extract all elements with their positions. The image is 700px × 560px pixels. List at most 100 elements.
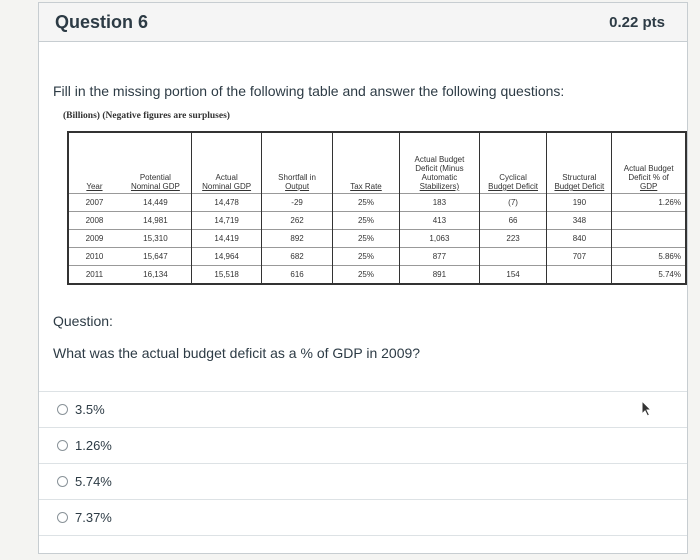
table-row: 2009 15,310 14,419 892 25% 1,063 223 840	[68, 229, 686, 248]
answer-option[interactable]: 3.5%	[39, 391, 687, 427]
table-cell: 262	[261, 211, 333, 230]
table-cell: 682	[261, 247, 333, 266]
table-cell: 183	[399, 193, 480, 212]
table-cell: 891	[399, 265, 480, 284]
answer-label: 5.74%	[75, 474, 112, 489]
table-cell: 2011	[68, 265, 120, 284]
answer-label: 7.37%	[75, 510, 112, 525]
answer-label: 3.5%	[75, 402, 105, 417]
table-body: 2007 14,449 14,478 -29 25% 183 (7) 190 1.26% 2008…	[68, 193, 686, 284]
table-header-text: Actual Budget	[623, 164, 674, 173]
table-note: (Billions) (Negative figures are surplus…	[63, 111, 230, 121]
table-header-text: GDP	[639, 182, 658, 191]
table-cell: 15,518	[190, 265, 263, 284]
table-cell: 5.86%	[611, 247, 686, 266]
table-cell: 2010	[68, 247, 120, 266]
table-row: 2007 14,449 14,478 -29 25% 183 (7) 190 1.26%	[68, 193, 686, 212]
cursor-arrow-icon	[641, 399, 653, 417]
table-cell: 154	[478, 265, 548, 284]
table-cell: 413	[399, 211, 480, 230]
table-cell: 25%	[332, 265, 400, 284]
table-cell	[611, 229, 686, 248]
table-cell: 223	[478, 229, 548, 248]
table-header-cell: Actual Nominal GDP	[190, 132, 263, 194]
table-cell	[611, 211, 686, 230]
table-header-cell: Tax Rate	[332, 132, 399, 194]
table-cell	[478, 247, 548, 266]
answer-list: 3.5% 1.26% 5.74% 7.37%	[39, 391, 687, 535]
table-header-text: Budget Deficit	[554, 182, 605, 191]
table-cell: 1.26%	[611, 193, 686, 212]
table-header-cell: Actual Budget Deficit % of GDP	[612, 132, 686, 194]
table-header-text: Nominal GDP	[202, 182, 252, 191]
radio-button[interactable]	[57, 404, 68, 415]
table-cell: 25%	[332, 229, 400, 248]
table-cell: 5.74%	[611, 265, 686, 284]
table-cell: 14,719	[190, 211, 263, 230]
table-header-text: Actual Budget	[414, 155, 465, 164]
table-header-text: Shortfall in	[278, 173, 316, 182]
table-header-text: Output	[285, 182, 310, 191]
answer-label: 1.26%	[75, 438, 112, 453]
table-header-text: Stabilizers)	[419, 182, 460, 191]
table-header-text: Cyclical	[499, 173, 527, 182]
question-title: Question 6	[55, 11, 149, 32]
table-header-row: Year Potential Nominal GDP Actual Nominal GD…	[68, 132, 686, 194]
table-header-text: Nominal GDP	[130, 182, 180, 191]
table-header-cell: Shortfall in Output	[261, 132, 333, 194]
table-header-text: Automatic	[421, 173, 458, 182]
table-header-cell: Cyclical Budget Deficit	[478, 132, 548, 194]
table-cell: 25%	[332, 247, 400, 266]
question-label: Question:	[53, 313, 113, 329]
instructions-text: Fill in the missing portion of the follo…	[53, 83, 565, 99]
question-header: Question 6 0.22 pts	[39, 3, 687, 42]
table-cell: 840	[546, 229, 613, 248]
table-cell: 14,419	[190, 229, 263, 248]
answer-option[interactable]: 7.37%	[39, 499, 687, 535]
table-cell: -29	[261, 193, 333, 212]
table-header-text: Potential	[139, 173, 171, 182]
table-header-cell: Structural Budget Deficit	[546, 132, 613, 194]
table-cell: 2007	[68, 193, 120, 212]
table-cell: 892	[261, 229, 333, 248]
table-header-text: Structural	[562, 173, 597, 182]
table-header-text: Actual	[215, 173, 238, 182]
table-header-text: Deficit (Minus	[415, 164, 464, 173]
table-cell: 14,449	[119, 193, 192, 212]
question-text: What was the actual budget deficit as a …	[53, 345, 421, 361]
table-cell: 1,063	[399, 229, 480, 248]
table-cell: 25%	[332, 211, 400, 230]
table-header-cell: Year	[68, 132, 120, 194]
table-cell	[546, 265, 613, 284]
answer-option[interactable]: 1.26%	[39, 427, 687, 463]
table-cell: 66	[478, 211, 548, 230]
table-header-text: Year	[86, 182, 103, 191]
table-header-cell: Actual Budget Deficit (Minus Automatic Stab…	[399, 132, 480, 194]
quiz-question-card: Question 6 0.22 pts Fill in the missing …	[38, 2, 688, 554]
table-cell: 15,310	[119, 229, 192, 248]
table-row: 2010 15,647 14,964 682 25% 877 707 5.86%	[68, 247, 686, 266]
table-row: 2008 14,981 14,719 262 25% 413 66 348	[68, 211, 686, 230]
table-cell: 14,964	[190, 247, 263, 266]
table-header-text: Deficit % of	[628, 173, 669, 182]
footer-divider	[39, 535, 687, 536]
table-cell: 14,478	[190, 193, 263, 212]
table-cell: 616	[261, 265, 333, 284]
table-header-text: Tax Rate	[350, 182, 382, 191]
table-cell: (7)	[478, 193, 548, 212]
table-cell: 348	[546, 211, 613, 230]
table-cell: 25%	[332, 193, 400, 212]
answer-option[interactable]: 5.74%	[39, 463, 687, 499]
table-cell: 2009	[68, 229, 120, 248]
radio-button[interactable]	[57, 440, 68, 451]
table-header-text: Budget Deficit	[488, 182, 538, 191]
table-cell: 2008	[68, 211, 120, 230]
radio-button[interactable]	[57, 476, 68, 487]
table-cell: 15,647	[119, 247, 192, 266]
table-cell: 707	[546, 247, 613, 266]
table-cell: 16,134	[119, 265, 192, 284]
table-row: 2011 16,134 15,518 616 25% 891 154 5.74%	[68, 265, 686, 284]
table-cell: 14,981	[119, 211, 192, 230]
table-cell: 877	[399, 247, 480, 266]
radio-button[interactable]	[57, 512, 68, 523]
